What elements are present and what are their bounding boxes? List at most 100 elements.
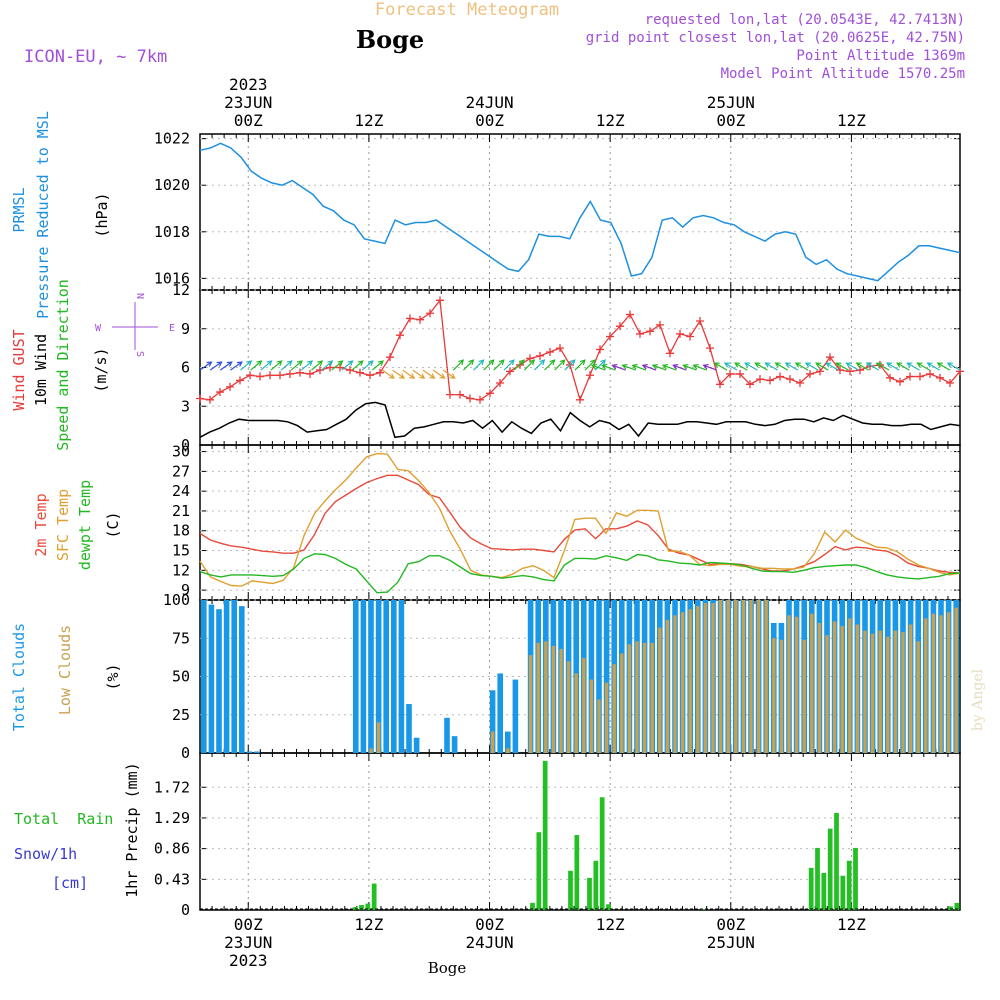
low-cloud-bar — [528, 655, 533, 753]
total-cloud-bar — [588, 600, 595, 753]
requested-coords: requested lon,lat (20.0543E, 42.7413N) — [645, 12, 965, 28]
wind-direction-arrow — [300, 360, 314, 371]
wind-arrow-head — [398, 373, 406, 379]
wind-arrow-shaft — [937, 362, 951, 371]
low-cloud-bar — [620, 653, 624, 753]
model-altitude: Model Point Altitude 1570.25m — [721, 66, 965, 82]
footer-location: Boge — [428, 959, 467, 977]
wind-arrow-shaft — [452, 359, 464, 371]
gust-point — [756, 375, 764, 384]
low-cloud-bar — [749, 600, 753, 753]
rain-bar — [853, 847, 858, 910]
rain-bar — [821, 872, 827, 910]
wind-direction-arrow — [473, 359, 485, 371]
wind-direction-arrow — [523, 359, 536, 371]
wind-arrow-shaft — [270, 360, 283, 371]
rain-bar — [815, 847, 820, 910]
wind-arrow-shaft — [815, 362, 829, 371]
wind-direction-arrow — [240, 360, 253, 371]
gust-point — [846, 367, 854, 376]
wind-arrow-head — [367, 360, 374, 366]
low-cloud-bar — [604, 682, 609, 753]
total-cloud-bar — [375, 600, 382, 753]
total-cloud-bar — [208, 604, 215, 753]
low-cloud-bar — [635, 641, 639, 753]
wind-direction-arrow — [764, 362, 778, 371]
wind-arrow-head — [286, 360, 293, 366]
wind-arrow-head — [855, 362, 862, 368]
wind-arrow-head — [794, 362, 801, 368]
wind-arrow-head — [896, 362, 903, 368]
wind-direction-arrow — [361, 360, 374, 371]
gust-point — [646, 327, 654, 336]
wind-direction-arrow — [835, 362, 849, 371]
wind-arrow-shaft — [442, 369, 456, 379]
wind-arrow-head — [754, 362, 761, 368]
low-cloud-bar — [665, 619, 670, 753]
precip-ytick-label: 1.72 — [154, 778, 190, 796]
wind-arrow-shaft — [825, 362, 839, 371]
wind-direction-arrow — [621, 363, 636, 371]
wind-arrow-head — [256, 360, 263, 366]
wind-direction-arrow — [855, 362, 870, 371]
gust-point — [236, 376, 244, 385]
wind-arrow-shaft — [594, 359, 606, 371]
wind-arrow-shaft — [412, 369, 425, 379]
wind-unit-label: (m/s) — [92, 347, 110, 392]
wind-direction-arrow — [601, 363, 616, 371]
rain-bar — [542, 760, 548, 910]
temperature-ytick-label: 21 — [172, 502, 190, 520]
wind-arrow-shaft — [775, 362, 789, 371]
wind-direction-arrow — [483, 359, 495, 371]
wind-arrow-head — [744, 362, 751, 368]
wind-arrow-head — [498, 359, 505, 366]
gust-point — [936, 373, 944, 382]
gust-point — [496, 379, 504, 387]
wind-direction-arrow — [382, 369, 395, 379]
gust-point — [286, 369, 294, 378]
point-altitude: Point Altitude 1369m — [796, 48, 965, 64]
total-cloud-bar — [353, 600, 359, 753]
wind-arrow-head — [621, 363, 628, 370]
wind-arrow-shaft — [321, 360, 333, 371]
gust-point — [386, 353, 394, 362]
temperature-ytick-label: 30 — [172, 443, 190, 461]
wind-direction-arrow — [533, 359, 546, 371]
wind-arrow-shaft — [483, 359, 495, 371]
wind-arrow-shaft — [856, 362, 870, 371]
wind-arrow-shaft — [250, 360, 262, 371]
wind-arrow-shaft — [564, 359, 576, 371]
total-cloud-bar — [231, 600, 237, 753]
wind-arrow-head — [774, 362, 781, 368]
top-time-label: 00Z — [475, 111, 504, 130]
bottom-time-label: 24JUN — [465, 933, 513, 952]
low-cloud-bar — [802, 639, 806, 753]
gust-point — [886, 373, 894, 382]
wind-arrow-head — [307, 360, 314, 366]
wind-direction-arrow — [463, 359, 475, 371]
low-cloud-bar — [870, 633, 875, 753]
wind-direction-arrow — [290, 360, 303, 371]
low-cloud-bar — [848, 618, 852, 753]
gust-point — [246, 371, 254, 380]
gust-point — [476, 395, 484, 404]
rain-bar — [536, 832, 542, 910]
wind-direction-label: Speed and Direction — [54, 279, 72, 451]
wind-ytick-label: 0 — [181, 436, 190, 454]
total-cloud-bar — [398, 600, 405, 753]
gust-point — [916, 372, 924, 381]
wind-arrow-shaft — [846, 362, 859, 371]
low-cloud-bar — [718, 600, 723, 753]
wind-ytick-label: 6 — [181, 359, 190, 377]
rain-bar — [701, 909, 706, 910]
wind-arrow-head — [713, 362, 720, 368]
gust-point — [276, 371, 284, 380]
wind-arrow-head — [559, 359, 566, 366]
wind-arrow-shaft — [673, 364, 687, 371]
wind-arrow-shaft — [896, 362, 910, 371]
gust-point — [506, 367, 514, 376]
gust-point — [766, 376, 774, 385]
gust-point — [786, 375, 794, 384]
top-time-label: 24JUN — [465, 93, 513, 112]
total-cloud-bar — [489, 690, 496, 753]
